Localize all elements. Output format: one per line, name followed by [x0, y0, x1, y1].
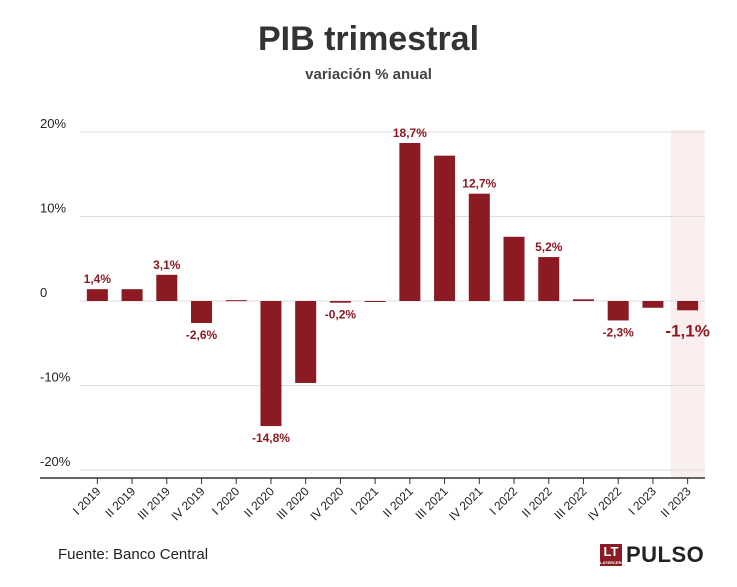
- x-tick-label: IV 2021: [446, 484, 485, 523]
- y-tick-label: 0: [40, 285, 47, 300]
- data-label: 18,7%: [393, 126, 427, 140]
- bar: [260, 301, 282, 427]
- x-tick-label: II 2022: [519, 484, 555, 520]
- y-tick-label: -20%: [40, 454, 71, 469]
- x-tick-label: II 2023: [658, 484, 694, 520]
- x-tick-label: III 2020: [274, 484, 312, 522]
- x-tick-label: I 2020: [209, 484, 243, 518]
- logo-text: PULSO: [626, 542, 705, 567]
- pulso-logo: LT LATERCERA PULSO: [600, 542, 704, 568]
- y-tick-label: 20%: [40, 116, 66, 131]
- bar: [225, 300, 247, 302]
- x-tick-label: IV 2022: [585, 484, 624, 523]
- data-label: 5,2%: [535, 240, 563, 254]
- bar: [538, 257, 560, 301]
- x-tick-label: IV 2020: [307, 484, 346, 523]
- data-label: -14,8%: [252, 431, 290, 445]
- data-label: -2,6%: [186, 328, 218, 342]
- bar: [677, 301, 699, 311]
- y-tick-label: 10%: [40, 201, 66, 216]
- chart-subtitle: variación % anual: [305, 66, 432, 83]
- y-tick-label: -10%: [40, 370, 71, 385]
- x-tick-label: III 2022: [551, 484, 589, 522]
- data-label: 3,1%: [153, 258, 181, 272]
- x-tick-label: III 2021: [412, 484, 450, 522]
- x-tick-label: II 2020: [241, 484, 277, 520]
- data-label: -1,1%: [665, 321, 709, 340]
- bar: [399, 142, 421, 301]
- x-tick-label: I 2022: [487, 484, 521, 518]
- bar: [121, 289, 143, 301]
- x-tick-label: IV 2019: [168, 484, 207, 523]
- bar: [434, 155, 456, 301]
- bar: [468, 193, 490, 301]
- bar: [607, 301, 629, 321]
- bar: [295, 301, 317, 383]
- bar: [86, 289, 108, 301]
- lt-logo-icon: LT LATERCERA: [600, 544, 625, 566]
- bar: [329, 301, 351, 303]
- data-label: 12,7%: [462, 177, 496, 191]
- x-tick-label: III 2019: [135, 484, 173, 522]
- data-label: 1,4%: [84, 272, 112, 286]
- bar: [503, 236, 525, 301]
- x-tick-label: I 2019: [70, 484, 104, 518]
- bar: [191, 301, 213, 323]
- bar: [572, 299, 594, 301]
- bar: [364, 301, 386, 302]
- bar: [156, 274, 178, 301]
- chart-title: PIB trimestral: [257, 20, 480, 58]
- bar: [642, 301, 664, 308]
- data-label: -0,2%: [325, 308, 357, 322]
- x-tick-label: II 2019: [102, 484, 138, 520]
- x-tick-label: I 2023: [626, 484, 660, 518]
- x-tick-label: I 2021: [348, 484, 382, 518]
- data-label: -2,3%: [603, 325, 635, 339]
- source-note: Fuente: Banco Central: [58, 546, 209, 563]
- x-tick-label: II 2021: [380, 484, 416, 520]
